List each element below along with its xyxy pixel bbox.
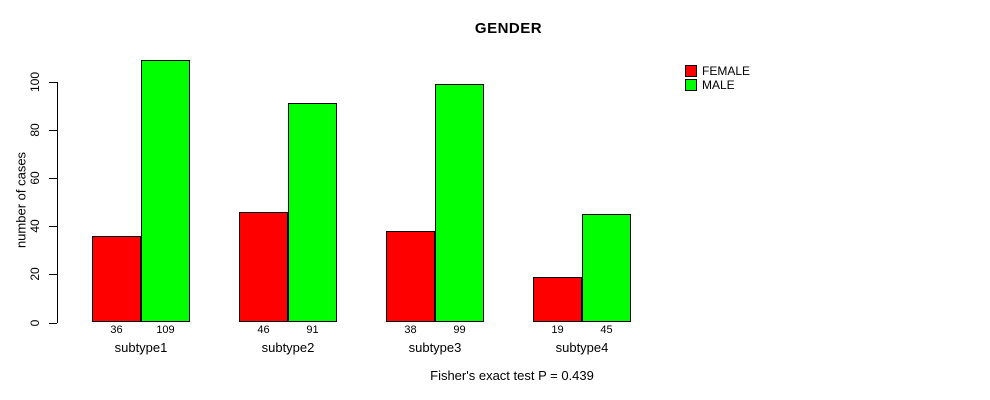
y-axis-label: number of cases: [13, 151, 29, 249]
bar-female-subtype4: [533, 276, 582, 323]
legend-item-female: FEMALE: [685, 65, 750, 77]
y-axis-tick-label: 20: [28, 267, 42, 281]
legend-item-male: MALE: [685, 79, 750, 91]
y-axis-tick-label: 80: [28, 123, 42, 137]
y-axis-tick-label: 100: [28, 71, 42, 92]
x-category-label: subtype4: [555, 340, 609, 355]
bar-value-label: 46: [257, 323, 270, 336]
fisher-test-annotation: Fisher's exact test P = 0.439: [430, 368, 594, 383]
x-category-label: subtype3: [408, 340, 462, 355]
y-axis-tick: [49, 226, 57, 228]
bar-male-subtype2: [288, 103, 337, 323]
y-axis-tick-label: 40: [28, 219, 42, 233]
bar-male-subtype1: [141, 59, 190, 323]
y-axis-line: [57, 81, 58, 323]
y-axis-tick: [49, 129, 57, 131]
bar-value-label: 19: [551, 323, 564, 336]
bar-value-label: 38: [404, 323, 417, 336]
bar-female-subtype3: [386, 230, 435, 323]
bar-female-subtype2: [239, 211, 288, 323]
y-axis-tick-label: 0: [28, 319, 42, 326]
legend-label-female: FEMALE: [702, 64, 751, 78]
bar-male-subtype4: [582, 214, 631, 323]
chart-title: GENDER: [474, 20, 543, 37]
male-color-swatch: [685, 79, 697, 91]
y-axis-tick-label: 60: [28, 171, 42, 185]
legend-label-male: MALE: [702, 78, 735, 92]
bar-value-label: 91: [306, 323, 319, 336]
y-axis-tick: [49, 274, 57, 276]
y-axis-tick: [49, 322, 57, 324]
bar-value-label: 99: [453, 323, 466, 336]
legend: FEMALE MALE: [685, 65, 750, 91]
bar-male-subtype3: [435, 83, 484, 323]
bar-value-label: 109: [156, 323, 175, 336]
y-axis-tick: [49, 177, 57, 179]
x-category-label: subtype2: [261, 340, 315, 355]
female-color-swatch: [685, 65, 697, 77]
bar-female-subtype1: [92, 235, 141, 323]
y-axis-tick: [49, 81, 57, 83]
bar-value-label: 45: [600, 323, 613, 336]
x-category-label: subtype1: [114, 340, 168, 355]
bar-value-label: 36: [110, 323, 123, 336]
